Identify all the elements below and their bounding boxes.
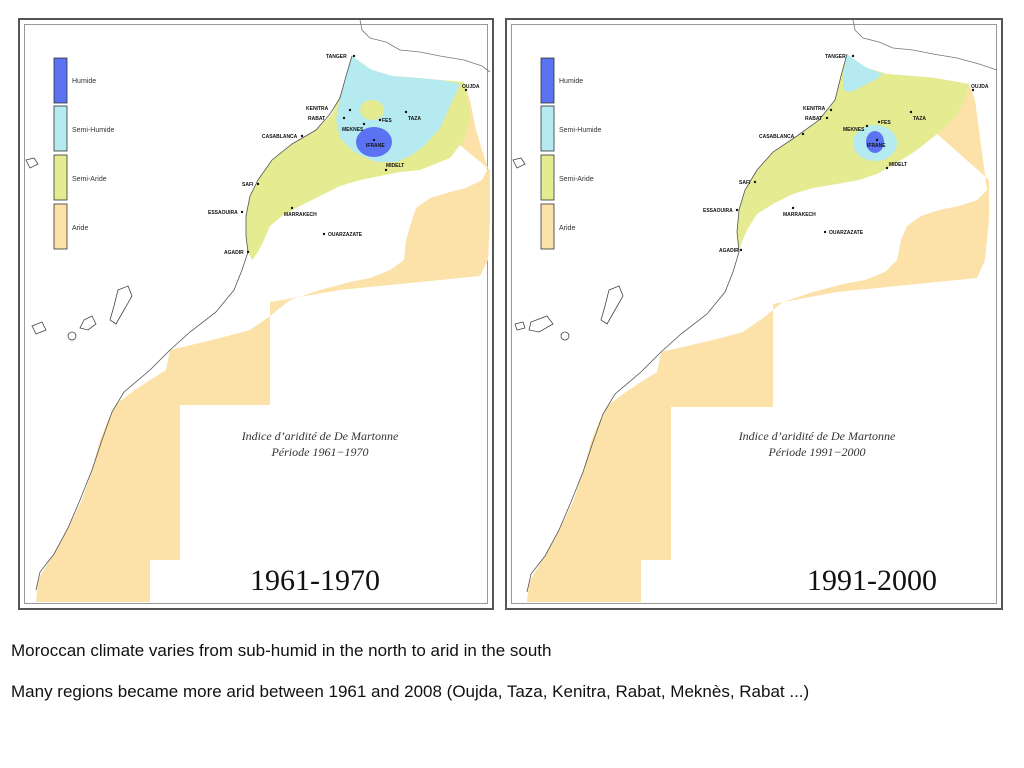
city-essaouira: ESSAOUIRA [703, 208, 733, 214]
island-outline [514, 321, 526, 331]
caption-line-1: Moroccan climate varies from sub-humid i… [11, 641, 552, 660]
period-subtitle: Période 1961−1970 [270, 445, 368, 459]
legend: Humide Semi-Humide Semi-Aride Aride [540, 57, 602, 250]
region-semi-aride [737, 54, 969, 252]
city-safi: SAFI [739, 180, 751, 186]
city-safi: SAFI [242, 182, 254, 188]
legend-label-humide: Humide [72, 78, 96, 85]
city-oujda: OUJDA [971, 84, 989, 90]
island-outline [25, 157, 39, 169]
city-marrakech: MARRAKECH [284, 212, 317, 218]
city-essaouira: ESSAOUIRA [208, 210, 238, 216]
legend-swatch-humide [540, 57, 555, 104]
legend-label-aride: Aride [72, 225, 88, 232]
city-tanger: TANGER [825, 54, 846, 60]
legend-swatch-semi-humide [540, 105, 555, 152]
map-frame [511, 24, 997, 604]
island-outline [528, 315, 554, 333]
index-title: Indice d’aridité de De Martonne [241, 429, 399, 443]
city-taza: TAZA [408, 116, 421, 122]
legend-label-semi-humide: Semi-Humide [72, 127, 115, 134]
city-agadir: AGADIR [224, 250, 244, 256]
city-tanger: TANGER [326, 54, 347, 60]
region-semi-aride-island [360, 100, 384, 120]
city-midelt: MIDELT [386, 163, 404, 169]
period-label: 1991-2000 [807, 564, 937, 597]
island-outline [67, 331, 77, 341]
city-fes: FES [881, 120, 891, 126]
city-ouarzazate: OUARZAZATE [328, 232, 363, 238]
legend-swatch-semi-aride [540, 154, 555, 201]
city-rabat: RABAT [805, 116, 822, 122]
period-label: 1961-1970 [250, 564, 380, 597]
city-ifrane: IFRANE [867, 143, 886, 149]
city-casablanca: CASABLANCA [262, 134, 298, 140]
legend-swatch-semi-aride [53, 154, 68, 201]
city-kenitra: KENITRA [803, 106, 826, 112]
legend-swatch-humide [53, 57, 68, 104]
spain-coast [852, 20, 998, 71]
spain-coast [359, 20, 491, 73]
city-meknes: MEKNES [843, 127, 865, 133]
city-meknes: MEKNES [342, 127, 364, 133]
city-kenitra: KENITRA [306, 106, 329, 112]
city-oujda: OUJDA [462, 84, 480, 90]
island-outline [512, 157, 526, 169]
period-subtitle: Période 1991−2000 [767, 445, 865, 459]
legend-swatch-aride [53, 203, 68, 250]
city-taza: TAZA [913, 116, 926, 122]
region-aride [36, 56, 490, 602]
legend-label-aride: Aride [559, 225, 575, 232]
city-ifrane: IFRANE [366, 143, 385, 149]
legend-label-semi-aride: Semi-Aride [72, 176, 107, 183]
legend-swatch-aride [540, 203, 555, 250]
city-markers [735, 54, 975, 252]
city-markers [240, 54, 468, 254]
island-outline [31, 321, 47, 335]
city-rabat: RABAT [308, 116, 325, 122]
island-outline [560, 331, 570, 341]
city-fes: FES [382, 118, 392, 124]
legend-label-semi-humide: Semi-Humide [559, 127, 602, 134]
city-midelt: MIDELT [889, 162, 907, 168]
legend: Humide Semi-Humide Semi-Aride Aride [53, 57, 115, 250]
legend-label-semi-aride: Semi-Aride [559, 176, 594, 183]
aridity-map-1961-1970: Humide Semi-Humide Semi-Aride Aride TANG… [25, 20, 491, 602]
map-panel-1991-2000: Humide Semi-Humide Semi-Aride Aride TANG… [505, 18, 1003, 610]
aridity-map-1991-2000: Humide Semi-Humide Semi-Aride Aride TANG… [512, 20, 998, 602]
map-frame [24, 24, 488, 604]
legend-swatch-semi-humide [53, 105, 68, 152]
coastline [526, 53, 848, 593]
region-aride [527, 54, 989, 602]
city-ouarzazate: OUARZAZATE [829, 230, 864, 236]
city-agadir: AGADIR [719, 248, 739, 254]
city-casablanca: CASABLANCA [759, 134, 795, 140]
city-marrakech: MARRAKECH [783, 212, 816, 218]
caption-line-2: Many regions became more arid between 19… [11, 682, 810, 701]
island-outline [600, 285, 624, 325]
region-humide [866, 131, 884, 153]
island-outline [79, 315, 97, 331]
region-humide [356, 127, 392, 157]
island-outline [109, 285, 133, 325]
legend-label-humide: Humide [559, 78, 583, 85]
index-title: Indice d’aridité de De Martonne [738, 429, 896, 443]
coastline [35, 55, 353, 591]
map-panel-1961-1970: Humide Semi-Humide Semi-Aride Aride TANG… [18, 18, 494, 610]
region-semi-humide [843, 54, 883, 92]
